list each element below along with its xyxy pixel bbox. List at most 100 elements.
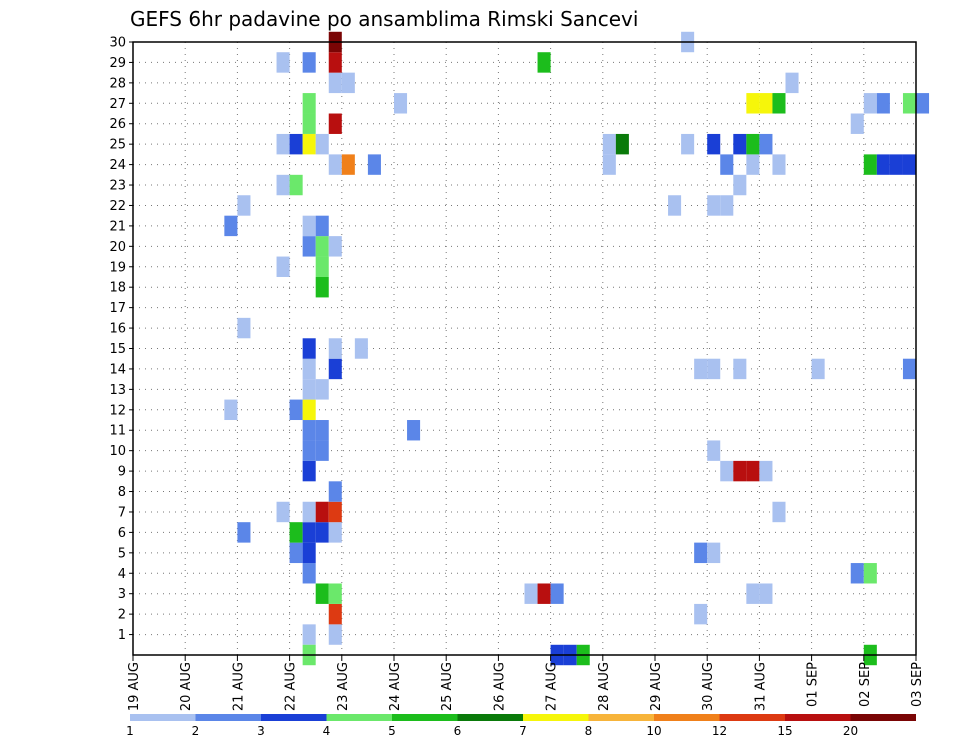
heatmap-cell bbox=[224, 399, 238, 421]
heatmap-cell bbox=[367, 154, 381, 175]
heatmap-cell bbox=[694, 542, 708, 564]
heatmap-cell bbox=[850, 563, 864, 584]
chart-title: GEFS 6hr padavine po ansamblima Rimski S… bbox=[130, 7, 638, 31]
heatmap-cell bbox=[237, 195, 251, 216]
heatmap-cell bbox=[276, 52, 290, 73]
heatmap-cell bbox=[694, 358, 708, 380]
heatmap-cell bbox=[276, 174, 290, 196]
heatmap-cell bbox=[302, 215, 316, 237]
legend-label: 3 bbox=[257, 724, 265, 738]
heatmap-cell bbox=[602, 133, 616, 155]
heatmap-cell bbox=[772, 93, 786, 114]
y-tick-label: 26 bbox=[109, 117, 126, 132]
heatmap-cell bbox=[668, 195, 682, 216]
y-tick-label: 16 bbox=[109, 322, 126, 337]
x-tick-label: 19 AUG bbox=[127, 662, 142, 711]
legend-label: 1 bbox=[126, 724, 134, 738]
x-tick-label: 27 AUG bbox=[545, 662, 560, 711]
legend-swatch bbox=[850, 714, 916, 721]
heatmap-cell bbox=[315, 215, 329, 237]
legend-swatch bbox=[326, 714, 392, 721]
legend-label: 20 bbox=[843, 724, 858, 738]
legend-swatch bbox=[195, 714, 261, 721]
heatmap-cell bbox=[315, 420, 329, 441]
heatmap-cell bbox=[276, 501, 290, 523]
heatmap-cell bbox=[354, 338, 368, 359]
heatmap-cell bbox=[707, 195, 721, 216]
heatmap-cell bbox=[302, 379, 316, 400]
heatmap-cell bbox=[746, 133, 760, 155]
x-tick-label: 24 AUG bbox=[388, 662, 403, 711]
heatmap-cell bbox=[394, 93, 408, 114]
heatmap-cell bbox=[733, 460, 747, 482]
heatmap-cell bbox=[328, 72, 342, 94]
heatmap-cell bbox=[328, 583, 342, 604]
heatmap-cell bbox=[315, 583, 329, 604]
heatmap-cell bbox=[276, 256, 290, 277]
heatmap-cell bbox=[707, 440, 721, 461]
heatmap-cell bbox=[746, 154, 760, 175]
heatmap-cell bbox=[276, 133, 290, 155]
y-tick-label: 21 bbox=[109, 219, 126, 234]
heatmap-cell bbox=[328, 358, 342, 380]
y-tick-label: 14 bbox=[109, 362, 126, 377]
heatmap-cell bbox=[328, 52, 342, 73]
heatmap-cell bbox=[237, 317, 251, 339]
heatmap-cell bbox=[302, 133, 316, 155]
heatmap-cell bbox=[733, 174, 747, 196]
heatmap-cell bbox=[302, 624, 316, 645]
y-tick-label: 3 bbox=[118, 587, 126, 602]
y-tick-label: 2 bbox=[118, 608, 126, 623]
heatmap-cell bbox=[902, 93, 916, 114]
heatmap-cell bbox=[302, 52, 316, 73]
heatmap-cell bbox=[315, 440, 329, 461]
heatmap-cell bbox=[772, 501, 786, 523]
heatmap-cell bbox=[407, 420, 421, 441]
heatmap-cell bbox=[302, 358, 316, 380]
heatmap-cell bbox=[328, 236, 342, 257]
legend-swatch bbox=[588, 714, 654, 721]
legend: 1 2 3 4 5 6 7 8 10 12 15 20 bbox=[126, 714, 916, 738]
legend-label: 8 bbox=[585, 724, 593, 738]
heatmap-cell bbox=[315, 236, 329, 257]
legend-label: 5 bbox=[388, 724, 396, 738]
heatmap-cell bbox=[889, 154, 903, 175]
heatmap-cell bbox=[328, 481, 342, 502]
x-tick-label: 30 AUG bbox=[701, 662, 716, 711]
y-tick-label: 5 bbox=[118, 546, 126, 561]
y-tick-label: 30 bbox=[109, 36, 126, 51]
y-tick-label: 8 bbox=[118, 485, 126, 500]
y-tick-label: 4 bbox=[118, 567, 126, 582]
legend-swatch bbox=[261, 714, 327, 721]
heatmap-cell bbox=[302, 460, 316, 482]
x-tick-label: 21 AUG bbox=[231, 662, 246, 711]
heatmap-cell bbox=[315, 133, 329, 155]
heatmap-cell bbox=[694, 603, 708, 625]
heatmap-cell bbox=[289, 522, 303, 543]
legend-swatch bbox=[457, 714, 523, 721]
y-tick-label: 19 bbox=[109, 260, 126, 275]
heatmap-cell bbox=[759, 133, 773, 155]
heatmap-cell bbox=[772, 154, 786, 175]
heatmap-cell bbox=[863, 93, 877, 114]
heatmap-cell bbox=[328, 624, 342, 645]
plot-frame bbox=[132, 41, 917, 656]
heatmap-cell bbox=[302, 236, 316, 257]
heatmap-cell bbox=[328, 154, 342, 175]
heatmap-cell bbox=[746, 93, 760, 114]
heatmap-cell bbox=[720, 195, 734, 216]
heatmap-cell bbox=[707, 542, 721, 564]
heatmap-cell bbox=[759, 583, 773, 604]
heatmap-cell bbox=[863, 563, 877, 584]
legend-label: 15 bbox=[777, 724, 792, 738]
heatmap-cell bbox=[302, 113, 316, 134]
heatmap-cell bbox=[341, 72, 355, 94]
heatmap-cells bbox=[224, 31, 930, 666]
heatmap-cell bbox=[759, 93, 773, 114]
legend-label: 6 bbox=[454, 724, 462, 738]
heatmap-cell bbox=[876, 154, 890, 175]
x-tick-label: 03 SEP bbox=[910, 662, 925, 707]
y-tick-label: 22 bbox=[109, 199, 126, 214]
x-tick-label: 02 SEP bbox=[858, 662, 873, 707]
